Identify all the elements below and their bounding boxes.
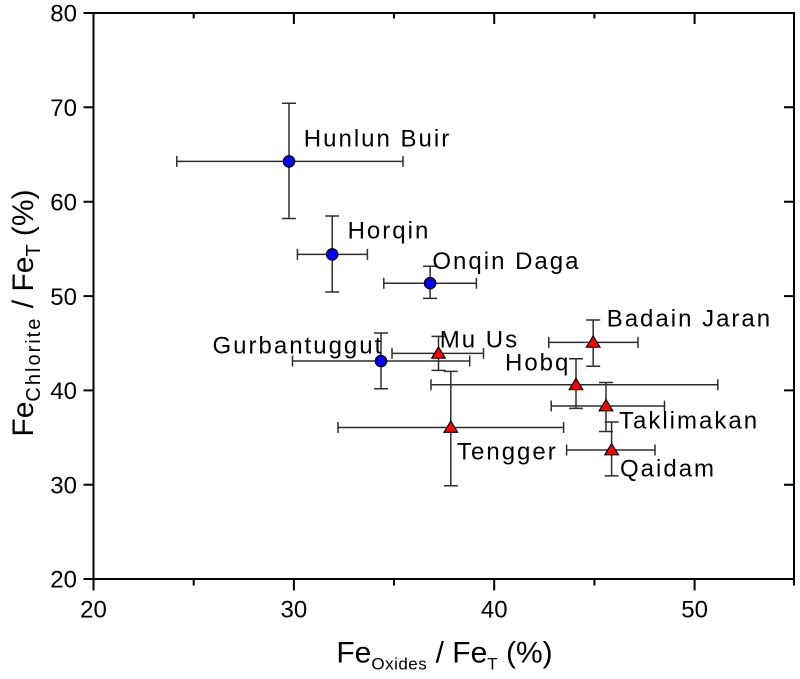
svg-text:40: 40: [50, 378, 77, 405]
svg-text:Tengger: Tengger: [457, 439, 558, 466]
svg-text:80: 80: [50, 1, 77, 28]
svg-text:Hunlun Buir: Hunlun Buir: [304, 126, 451, 153]
svg-text:30: 30: [50, 473, 77, 500]
svg-text:60: 60: [50, 189, 77, 216]
svg-text:Horqin: Horqin: [348, 218, 431, 245]
svg-text:20: 20: [80, 597, 107, 624]
svg-text:Badain Jaran: Badain Jaran: [607, 306, 772, 333]
svg-text:Gurbantuggut: Gurbantuggut: [213, 333, 384, 360]
svg-text:Onqin Daga: Onqin Daga: [432, 248, 580, 275]
svg-text:FeOxides / FeT (%): FeOxides / FeT (%): [336, 637, 552, 674]
svg-text:Taklimakan: Taklimakan: [619, 408, 759, 435]
svg-text:70: 70: [50, 95, 77, 122]
svg-text:Qaidam: Qaidam: [620, 456, 716, 483]
svg-text:50: 50: [50, 284, 77, 311]
svg-text:50: 50: [681, 597, 708, 624]
svg-text:Mu Us: Mu Us: [440, 327, 519, 354]
svg-text:Hobq: Hobq: [505, 350, 570, 377]
svg-text:20: 20: [50, 567, 77, 594]
svg-text:40: 40: [481, 597, 508, 624]
svg-text:30: 30: [281, 597, 308, 624]
